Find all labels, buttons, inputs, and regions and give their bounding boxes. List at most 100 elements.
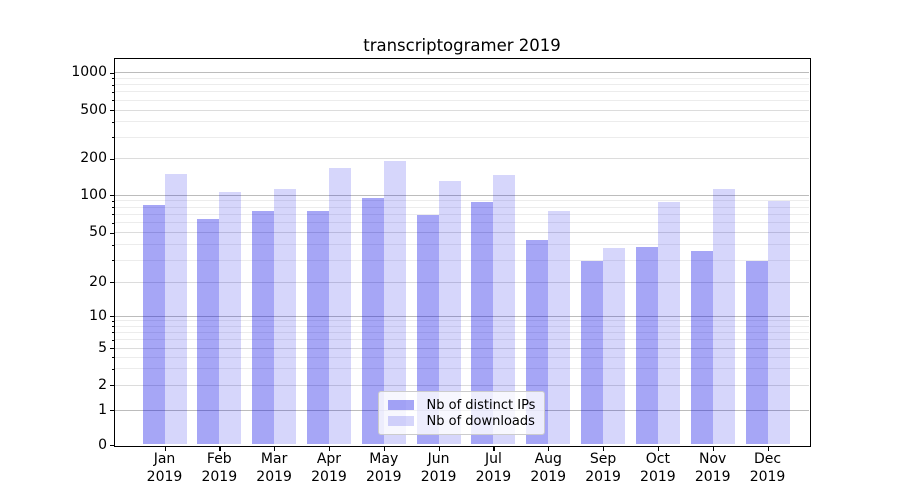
x-tick-month: May (369, 451, 399, 467)
x-tick-year: 2019 (694, 468, 731, 485)
y-tick-label: 2 (98, 376, 107, 393)
y-minor-tick-mark (112, 78, 115, 80)
x-tick-month: Sep (589, 451, 617, 467)
y-minor-tick-mark (112, 100, 115, 102)
y-tick-mark (110, 110, 115, 112)
x-tick-month: Aug (534, 451, 562, 467)
x-tick-label: Aug 2019 (516, 451, 580, 486)
gridline-minor (114, 84, 809, 86)
gridline-major (114, 315, 809, 317)
y-tick-label: 100 (80, 186, 107, 203)
gridline-major (114, 109, 809, 111)
x-tick-label: Apr 2019 (297, 451, 361, 486)
x-tick-month: Mar (260, 451, 288, 467)
x-tick-month: Dec (753, 451, 782, 467)
gridline-minor (114, 77, 809, 79)
y-tick-mark (110, 385, 115, 387)
gridline-major (114, 347, 809, 349)
x-tick-month: Jul (484, 451, 502, 467)
gridline-minor (114, 339, 809, 341)
legend-item-distinct-ips: Nb of distinct IPs (387, 398, 536, 413)
legend: Nb of distinct IPs Nb of downloads (377, 391, 545, 435)
gridline-minor (114, 368, 809, 370)
gridline-major (114, 194, 809, 196)
chart-title: transcriptogramer 2019 (363, 36, 561, 55)
gridline-minor (114, 331, 809, 333)
x-tick-label: Mar 2019 (242, 451, 306, 486)
gridline-major (114, 232, 809, 233)
y-tick-mark (110, 348, 115, 350)
bar-jul-distinct-ips (471, 202, 494, 445)
bar-oct-downloads (657, 202, 680, 445)
bar-mar-distinct-ips (252, 210, 275, 445)
gridline-minor (114, 356, 809, 358)
bar-feb-distinct-ips (197, 218, 220, 445)
y-tick-label: 0 (98, 436, 107, 453)
y-minor-tick-mark (112, 200, 115, 202)
x-tick-mark (328, 446, 331, 451)
gridline-minor (114, 320, 809, 322)
x-tick-month: Jun (427, 451, 450, 467)
legend-label-downloads: Nb of downloads (426, 413, 535, 429)
x-tick-year: 2019 (311, 468, 347, 485)
x-tick-label: Feb 2019 (187, 451, 251, 486)
x-tick-mark (548, 446, 550, 451)
bar-nov-downloads (712, 189, 735, 445)
bar-jul-downloads (493, 175, 516, 445)
x-tick-label: Jul 2019 (461, 451, 525, 486)
gridline-minor (114, 91, 809, 93)
y-tick-label: 200 (80, 150, 107, 166)
gridline-minor (114, 200, 809, 202)
gridline-major (114, 281, 809, 283)
bar-nov-distinct-ips (690, 251, 713, 445)
x-tick-month: Nov (699, 451, 727, 467)
gridline-minor (114, 244, 809, 246)
bar-apr-downloads (328, 168, 351, 445)
y-minor-tick-mark (112, 339, 115, 341)
y-tick-mark (110, 316, 115, 318)
y-tick-mark (110, 282, 115, 284)
x-tick-mark (219, 446, 221, 451)
bar-apr-distinct-ips (306, 210, 329, 445)
x-tick-month: Jan (153, 451, 176, 467)
y-tick-label: 5 (98, 339, 107, 356)
y-minor-tick-mark (112, 332, 115, 334)
x-tick-mark (712, 446, 714, 451)
gridline-minor (114, 325, 809, 327)
y-tick-label: 1 (98, 401, 107, 418)
y-minor-tick-mark (112, 222, 115, 224)
legend-swatch-downloads (387, 415, 414, 427)
x-tick-label: Sep 2019 (571, 451, 635, 486)
bar-aug-downloads (548, 210, 571, 445)
x-tick-year: 2019 (420, 468, 457, 485)
plot-area: Nb of distinct IPs Nb of downloads (113, 57, 811, 447)
x-tick-month: Feb (206, 451, 232, 467)
y-tick-label: 1000 (71, 64, 107, 80)
gridline-minor (114, 136, 809, 138)
y-minor-tick-mark (112, 357, 115, 358)
y-minor-tick-mark (112, 320, 115, 322)
y-minor-tick-mark (112, 368, 115, 370)
x-tick-year: 2019 (749, 468, 786, 485)
y-minor-tick-mark (112, 260, 115, 262)
x-tick-label: May 2019 (352, 451, 416, 486)
x-tick-label: Nov 2019 (681, 451, 745, 486)
y-tick-label: 500 (80, 101, 107, 118)
x-tick-label: Oct 2019 (626, 451, 690, 486)
x-tick-label: Dec 2019 (736, 451, 800, 486)
bar-dec-downloads (767, 201, 790, 445)
x-tick-year: 2019 (256, 468, 292, 485)
y-tick-mark (110, 195, 115, 197)
y-tick-mark (110, 232, 115, 234)
bar-jun-distinct-ips (416, 215, 439, 445)
gridline-major (114, 384, 809, 386)
y-minor-tick-mark (112, 91, 115, 93)
y-tick-mark (110, 72, 115, 74)
gridline-major (114, 72, 809, 73)
gridline-minor (114, 222, 809, 224)
x-tick-mark (657, 446, 660, 451)
bar-sep-distinct-ips (581, 261, 604, 445)
bar-jun-downloads (438, 180, 461, 445)
bar-may-distinct-ips (361, 198, 384, 445)
bar-oct-distinct-ips (635, 246, 658, 445)
